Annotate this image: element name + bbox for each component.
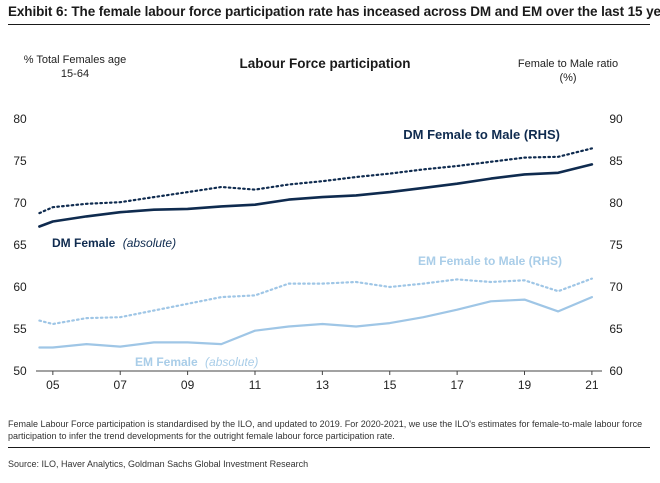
- title-rule: [8, 24, 650, 25]
- chart-area: Labour Force participation % Total Femal…: [13, 54, 623, 392]
- em-ratio-line: [38, 277, 594, 326]
- left-y-tick-label: 50: [13, 364, 27, 378]
- left-y-tick-label: 70: [13, 196, 27, 210]
- x-tick-label: 05: [46, 378, 60, 392]
- x-tick-label: 07: [114, 378, 128, 392]
- footnote-rule: [8, 447, 650, 448]
- footnote: Female Labour Force participation is sta…: [8, 419, 643, 441]
- x-tick-label: 09: [181, 378, 195, 392]
- x-tick-label: 15: [383, 378, 397, 392]
- right-y-tick-label: 60: [609, 364, 623, 378]
- left-y-tick-label: 65: [13, 238, 27, 252]
- right-axis-label-line1: Female to Male ratio: [518, 58, 618, 70]
- right-axis-label-line2: (%): [559, 72, 576, 84]
- left-y-axis: 80 75 70 65 60 55 50: [13, 112, 27, 378]
- right-y-tick-label: 80: [609, 196, 623, 210]
- right-y-tick-label: 90: [609, 112, 623, 126]
- series-label-em-female: EM Female (absolute): [135, 355, 258, 369]
- x-tick-label: 17: [450, 378, 464, 392]
- series-layer: [38, 147, 594, 349]
- series-label-em-ratio: EM Female to Male (RHS): [418, 254, 562, 268]
- left-y-tick-label: 60: [13, 280, 27, 294]
- right-y-tick-label: 85: [609, 154, 623, 168]
- dm-ratio-line: [38, 147, 594, 215]
- x-tick-label: 11: [249, 378, 262, 392]
- em-female-name: EM Female: [135, 355, 198, 369]
- em-female-suffix: (absolute): [205, 355, 258, 369]
- exhibit-title: Exhibit 6: The female labour force parti…: [8, 4, 660, 19]
- x-tick-label: 19: [518, 378, 532, 392]
- x-axis: 05 07 09 11 13 15 17 19 21: [46, 371, 599, 392]
- series-label-dm-ratio: DM Female to Male (RHS): [403, 127, 560, 142]
- series-label-dm-female: DM Female (absolute): [52, 236, 176, 250]
- dm-female-name: DM Female: [52, 236, 116, 250]
- x-tick-label: 21: [585, 378, 599, 392]
- left-axis-label-line2: 15-64: [61, 68, 89, 80]
- left-y-tick-label: 75: [13, 154, 27, 168]
- left-y-tick-label: 55: [13, 322, 27, 336]
- right-y-tick-label: 70: [609, 280, 623, 294]
- source-note: Source: ILO, Haver Analytics, Goldman Sa…: [8, 459, 309, 469]
- right-y-axis: 90 85 80 75 70 65 60: [609, 112, 623, 378]
- dm-female-suffix: (absolute): [123, 236, 176, 250]
- right-y-tick-label: 75: [609, 238, 623, 252]
- left-y-tick-label: 80: [13, 112, 27, 126]
- chart-title: Labour Force participation: [239, 56, 410, 71]
- em-female-line: [38, 296, 594, 349]
- right-y-tick-label: 65: [609, 322, 623, 336]
- dm-female-line: [38, 163, 594, 228]
- x-tick-label: 13: [316, 378, 330, 392]
- left-axis-label-line1: % Total Females age: [24, 54, 127, 66]
